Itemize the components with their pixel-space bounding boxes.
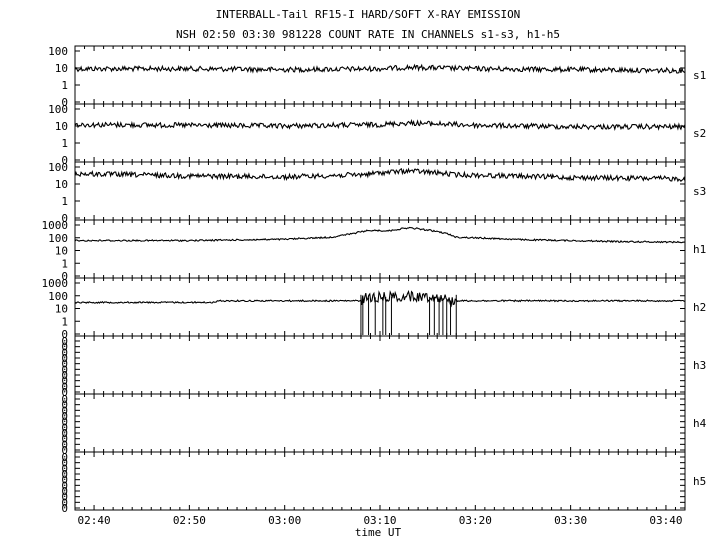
y-tick-label: 0 bbox=[61, 462, 68, 475]
y-tick-label: 1 bbox=[61, 79, 68, 92]
chart-panels: 1001010s11001010s21001010s310001001010h1… bbox=[42, 45, 707, 527]
y-tick-label: 0 bbox=[61, 346, 68, 359]
panel-frame bbox=[74, 451, 686, 511]
y-tick-label: 0 bbox=[61, 375, 68, 388]
series-label: h4 bbox=[693, 417, 707, 430]
y-tick-label: 0 bbox=[61, 468, 68, 481]
series-line-s3 bbox=[74, 167, 686, 183]
y-tick-label: 0 bbox=[61, 404, 68, 417]
y-tick-label: 0 bbox=[61, 212, 68, 225]
y-tick-label: 0 bbox=[61, 491, 68, 504]
x-tick-label: 03:00 bbox=[268, 514, 301, 527]
y-tick-label: 10 bbox=[55, 120, 68, 133]
x-tick-label: 03:20 bbox=[459, 514, 492, 527]
y-tick-label: 0 bbox=[61, 341, 68, 354]
y-tick-label: 0 bbox=[61, 369, 68, 382]
y-tick-label: 0 bbox=[61, 154, 68, 167]
panel-frame bbox=[74, 45, 686, 105]
y-tick-label: 0 bbox=[61, 358, 68, 371]
series-label: h5 bbox=[693, 475, 706, 488]
y-tick-label: 0 bbox=[61, 479, 68, 492]
y-tick-label: 0 bbox=[61, 410, 68, 423]
panel-frame bbox=[74, 393, 686, 453]
y-tick-label: 0 bbox=[61, 96, 68, 109]
y-tick-label: 1 bbox=[61, 257, 68, 270]
series-line-s2 bbox=[74, 118, 686, 132]
x-tick-label: 03:40 bbox=[649, 514, 682, 527]
y-tick-label: 0 bbox=[61, 386, 68, 399]
x-axis-label: time UT bbox=[355, 526, 402, 539]
y-tick-label: 0 bbox=[61, 444, 68, 457]
y-tick-label: 0 bbox=[61, 457, 68, 470]
y-tick-label: 0 bbox=[61, 363, 68, 376]
y-tick-label: 1000 bbox=[42, 277, 69, 290]
x-tick-label: 02:40 bbox=[78, 514, 111, 527]
series-line-s1 bbox=[74, 63, 686, 74]
series-label: h1 bbox=[693, 243, 706, 256]
y-tick-label: 10 bbox=[55, 178, 68, 191]
y-tick-label: 0 bbox=[61, 380, 68, 393]
x-tick-label: 02:50 bbox=[173, 514, 206, 527]
y-tick-label: 10 bbox=[55, 303, 68, 316]
y-tick-label: 1000 bbox=[42, 219, 69, 232]
y-tick-label: 0 bbox=[61, 352, 68, 365]
y-tick-label: 0 bbox=[61, 421, 68, 434]
y-tick-label: 0 bbox=[61, 496, 68, 509]
series-label: h3 bbox=[693, 359, 706, 372]
y-tick-label: 0 bbox=[61, 328, 68, 341]
y-tick-label: 100 bbox=[48, 45, 68, 58]
y-tick-label: 0 bbox=[61, 270, 68, 283]
y-tick-label: 0 bbox=[61, 502, 68, 515]
y-tick-label: 10 bbox=[55, 245, 68, 258]
x-tick-label: 03:30 bbox=[554, 514, 587, 527]
y-tick-label: 1 bbox=[61, 315, 68, 328]
y-tick-label: 1 bbox=[61, 195, 68, 208]
series-label: s2 bbox=[693, 127, 706, 140]
y-tick-label: 0 bbox=[61, 451, 68, 464]
y-tick-label: 100 bbox=[48, 290, 68, 303]
chart-subtitle: NSH 02:50 03:30 981228 COUNT RATE IN CHA… bbox=[176, 28, 560, 41]
y-tick-label: 1 bbox=[61, 137, 68, 150]
panel-frame bbox=[74, 161, 686, 221]
x-tick-label: 03:10 bbox=[363, 514, 396, 527]
series-line-h2 bbox=[74, 289, 686, 308]
y-tick-label: 0 bbox=[61, 393, 68, 406]
y-tick-label: 0 bbox=[61, 427, 68, 440]
series-label: h2 bbox=[693, 301, 706, 314]
y-tick-label: 10 bbox=[55, 62, 68, 75]
y-tick-label: 100 bbox=[48, 232, 68, 245]
series-label: s3 bbox=[693, 185, 706, 198]
y-tick-label: 0 bbox=[61, 433, 68, 446]
panel-frame bbox=[74, 277, 686, 337]
y-tick-label: 0 bbox=[61, 474, 68, 487]
y-tick-label: 100 bbox=[48, 103, 68, 116]
y-tick-label: 0 bbox=[61, 438, 68, 451]
y-tick-label: 0 bbox=[61, 416, 68, 429]
y-tick-label: 100 bbox=[48, 161, 68, 174]
panel-frame bbox=[74, 219, 686, 279]
panel-frame bbox=[74, 335, 686, 395]
series-line-h1 bbox=[74, 226, 686, 244]
panel-frame bbox=[74, 103, 686, 163]
y-tick-label: 0 bbox=[61, 399, 68, 412]
y-tick-label: 0 bbox=[61, 335, 68, 348]
series-label: s1 bbox=[693, 69, 706, 82]
chart-title: INTERBALL-Tail RF15-I HARD/SOFT X-RAY EM… bbox=[216, 8, 521, 21]
y-tick-label: 0 bbox=[61, 485, 68, 498]
